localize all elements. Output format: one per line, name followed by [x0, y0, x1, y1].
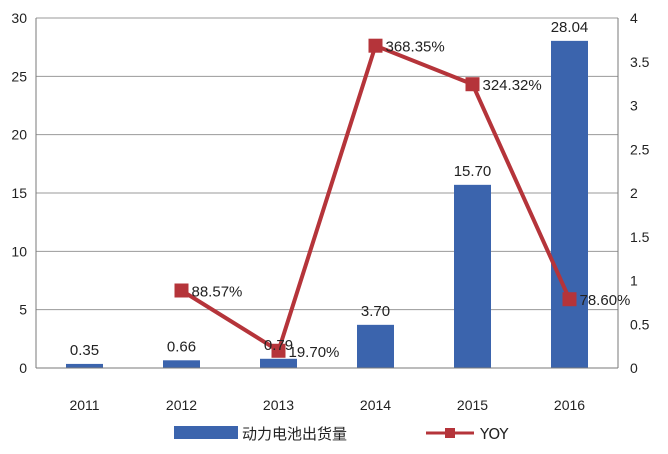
y-right-tick-label: 0: [630, 360, 638, 376]
y-left-tick-label: 15: [11, 185, 27, 201]
y-right-tick-label: 2: [630, 185, 638, 201]
y-right-tick-label: 3.5: [630, 54, 650, 70]
legend: 动力电池出货量 YOY: [174, 425, 509, 443]
y-left-tick-label: 25: [11, 68, 27, 84]
data-labels: 0.35 0.66 0.79 3.70 15.70 28.04 88.57% 19.70% 36…: [70, 19, 630, 361]
x-tick-label: 2013: [263, 397, 294, 413]
bar: [454, 184, 491, 368]
yoy-value-label: 368.35%: [386, 39, 445, 56]
legend-label-line: YOY: [479, 425, 509, 443]
bar-value-label: 0.35: [70, 342, 99, 359]
y-left-tick-label: 5: [19, 302, 27, 318]
gridlines: [36, 17, 618, 369]
bar: [357, 324, 394, 368]
yoy-marker: [562, 292, 577, 307]
x-tick-label: 2011: [69, 397, 99, 413]
bar-value-label: 0.79: [264, 337, 293, 354]
x-tick-label: 2012: [166, 397, 197, 413]
y-right-tick-label: 2.5: [630, 141, 650, 157]
bar-value-label: 3.70: [361, 303, 390, 320]
yoy-marker: [174, 283, 189, 298]
line-series: [174, 38, 577, 358]
yoy-value-label: 78.60%: [580, 292, 631, 309]
x-tick-label: 2015: [457, 397, 488, 413]
yoy-value-label: 324.32%: [483, 77, 542, 94]
x-tick-label: 2014: [360, 397, 391, 413]
y-left-tick-label: 20: [11, 127, 27, 143]
y-right-tick-label: 1.5: [630, 229, 650, 245]
yoy-marker: [368, 38, 383, 53]
y-right-tick-label: 1: [630, 273, 638, 289]
yoy-value-label: 19.70%: [289, 344, 340, 361]
y-left-tick-label: 10: [11, 243, 27, 259]
x-tick-label: 2016: [554, 397, 585, 413]
bar-value-label: 28.04: [551, 19, 589, 36]
bar: [66, 363, 103, 368]
bar: [260, 358, 297, 368]
legend-swatch-marker: [445, 428, 455, 438]
axes: 0 5 10 15 20 25 30 0 0.5 1 1.5 2 2.5 3 3.5 4 2011 2012 201…: [11, 10, 649, 413]
bar: [163, 360, 200, 368]
legend-swatch-bar: [174, 426, 238, 439]
yoy-marker: [271, 343, 286, 358]
legend-label-bar: 动力电池出货量: [242, 425, 347, 443]
y-left-tick-label: 30: [11, 10, 27, 26]
y-right-tick-label: 4: [630, 10, 638, 26]
bar-value-label: 15.70: [454, 163, 492, 180]
bar: [551, 40, 588, 368]
bar-series: [66, 40, 588, 368]
y-right-tick-label: 3: [630, 98, 638, 114]
yoy-marker: [465, 77, 480, 92]
yoy-value-label: 88.57%: [192, 284, 243, 301]
y-left-tick-label: 0: [19, 360, 27, 376]
y-right-tick-label: 0.5: [630, 316, 650, 332]
bar-value-label: 0.66: [167, 338, 196, 355]
